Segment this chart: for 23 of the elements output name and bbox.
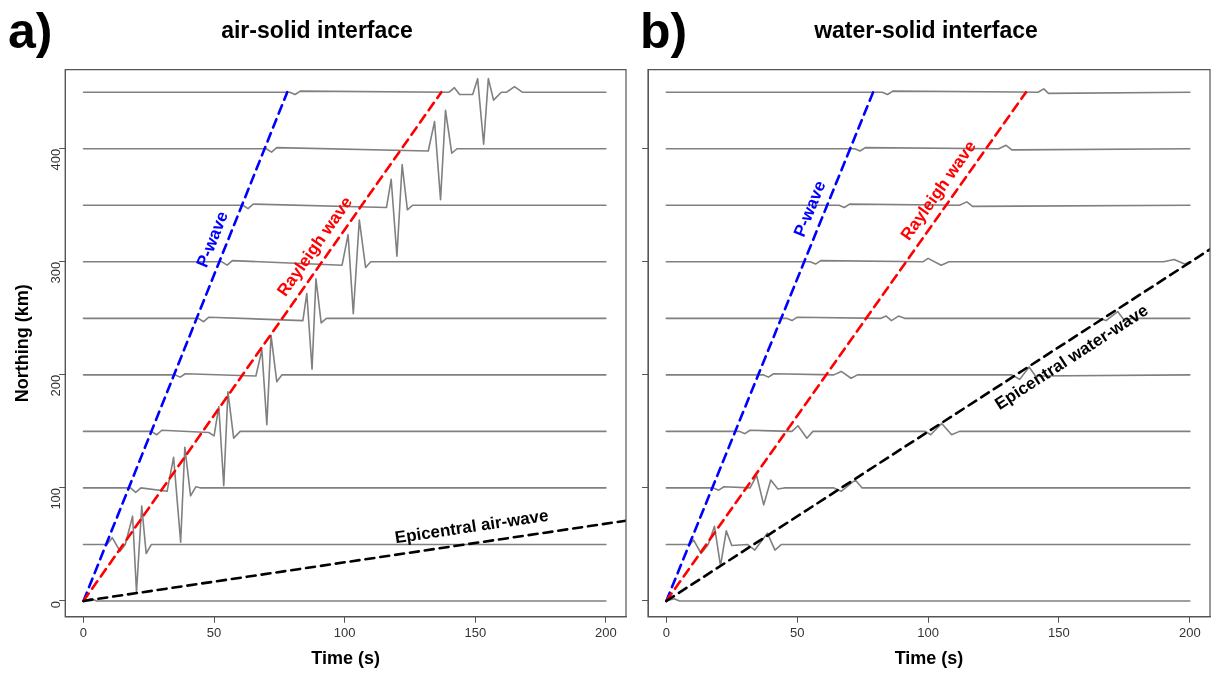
x-axis-title: Time (s) (311, 648, 380, 669)
y-tick-label: 400 (47, 148, 63, 171)
text: a) (8, 3, 53, 59)
x-tick-label: 50 (206, 625, 222, 641)
x-tick-label: 50 (789, 625, 805, 641)
y-tick-label: 200 (47, 374, 63, 397)
y-tick-label: 300 (47, 261, 63, 284)
x-tick-label: 0 (662, 625, 670, 641)
y-axis-title: Northing (km) (11, 284, 32, 403)
x-tick-label: 0 (79, 625, 88, 641)
chart-title: air-solid interface (221, 17, 413, 44)
x-tick-label: 150 (464, 625, 487, 641)
x-tick-label: 100 (917, 625, 939, 641)
x-tick-label: 200 (595, 625, 617, 641)
text: b) (640, 3, 688, 59)
x-axis-title: Time (s) (894, 648, 964, 669)
x-tick-label: 150 (1048, 625, 1070, 641)
y-tick-label: 0 (47, 600, 63, 609)
y-tick-label: 100 (47, 487, 63, 510)
text: Epicentral air-wave (393, 505, 550, 548)
x-tick-label: 100 (333, 625, 356, 641)
chart-title: water-solid interface (813, 17, 1038, 44)
x-tick-label: 200 (1178, 625, 1201, 641)
